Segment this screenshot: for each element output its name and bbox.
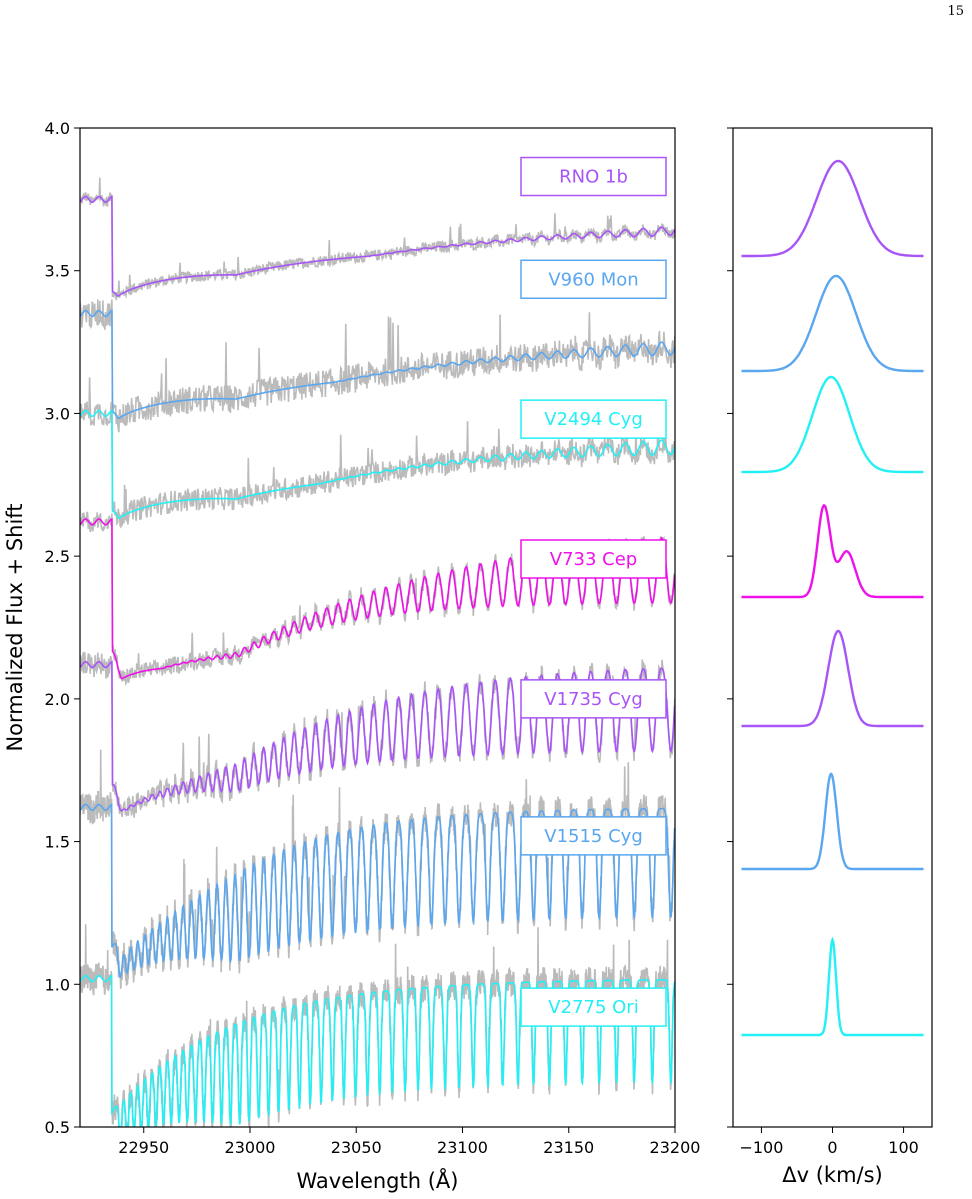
series-label-v1735-cyg: V1735 Cyg (544, 689, 643, 710)
xtick-label: 23150 (543, 1138, 594, 1157)
kernel-curve-v1515-cyg (741, 772, 924, 871)
series-label-box-v1515-cyg (520, 816, 667, 856)
observed-spectrum-v960-mon (80, 299, 675, 433)
series-label-v1515-cyg: V1515 Cyg (544, 826, 643, 847)
observed-spectrum-v2494-cyg (80, 377, 675, 529)
ytick-label: 4.0 (45, 119, 70, 138)
kernel-xtick-label: 0 (827, 1138, 837, 1157)
kernel-xtick-label: 100 (888, 1138, 919, 1157)
model-spectrum-v960-mon (80, 309, 675, 420)
series-label-box-v960-mon (520, 259, 667, 300)
kernel-curve-v2775-ori (741, 936, 924, 1037)
model-spectrum-rno-1b (80, 195, 675, 297)
ytick-label: 0.5 (45, 1118, 70, 1137)
model-spectrum-v1735-cyg (80, 660, 675, 812)
spectra-axes-frame (79, 127, 676, 1128)
observed-spectrum-v733-cep (80, 511, 675, 687)
series-label-v960-mon: V960 Mon (548, 269, 638, 290)
model-spectrum-v2494-cyg (80, 409, 675, 520)
kernel-curve-rno-1b (741, 159, 924, 258)
page-number: 15 (947, 4, 964, 19)
kernel-xtick-label: −100 (739, 1138, 783, 1157)
x-axis-label: Wavelength (Å) (296, 1167, 458, 1193)
series-label-v2494-cyg: V2494 Cyg (544, 409, 643, 430)
series-label-rno-1b: RNO 1b (559, 167, 628, 188)
spectra-lines (80, 177, 675, 1127)
ytick-label: 3.0 (45, 404, 70, 423)
xtick-label: 23000 (225, 1138, 276, 1157)
spectra-panel: RNO 1b V960 Mon V2494 Cyg V733 Cep V1735 Cyg… (3, 119, 700, 1193)
kernel-x-axis-label: Δv (km/s) (782, 1163, 883, 1187)
ytick-label: 2.5 (45, 547, 70, 566)
series-label-box-rno-1b (520, 156, 667, 197)
xtick-label: 22950 (118, 1138, 169, 1157)
model-spectrum-v2775-ori (80, 974, 675, 1127)
kernel-curve-v2494-cyg (741, 375, 924, 474)
y-axis-label: Normalized Flux + Shift (3, 503, 27, 751)
ytick-label: 1.0 (45, 975, 70, 994)
series-label-box-v2494-cyg (520, 399, 667, 439)
xtick-label: 23200 (650, 1138, 701, 1157)
ytick-label: 2.0 (45, 690, 70, 709)
ytick-label: 3.5 (45, 262, 70, 281)
series-label-v733-cep: V733 Cep (550, 549, 637, 570)
kernel-curve-v1735-cyg (741, 629, 924, 728)
kernel-panel: −100 0 100 Δv (km/s) (727, 127, 933, 1187)
series-label-box-v733-cep (520, 539, 667, 579)
ytick-label: 1.5 (45, 833, 70, 852)
series-label-box-v1735-cyg (520, 679, 667, 719)
xtick-label: 23050 (331, 1138, 382, 1157)
kernel-curve-v733-cep (741, 503, 924, 599)
kernel-curve-v960-mon (741, 274, 924, 373)
series-label-box-v2775-ori (520, 987, 667, 1027)
xtick-label: 23100 (437, 1138, 488, 1157)
model-spectrum-v1515-cyg (80, 803, 675, 978)
series-label-v2775-ori: V2775 Ori (548, 997, 638, 1018)
